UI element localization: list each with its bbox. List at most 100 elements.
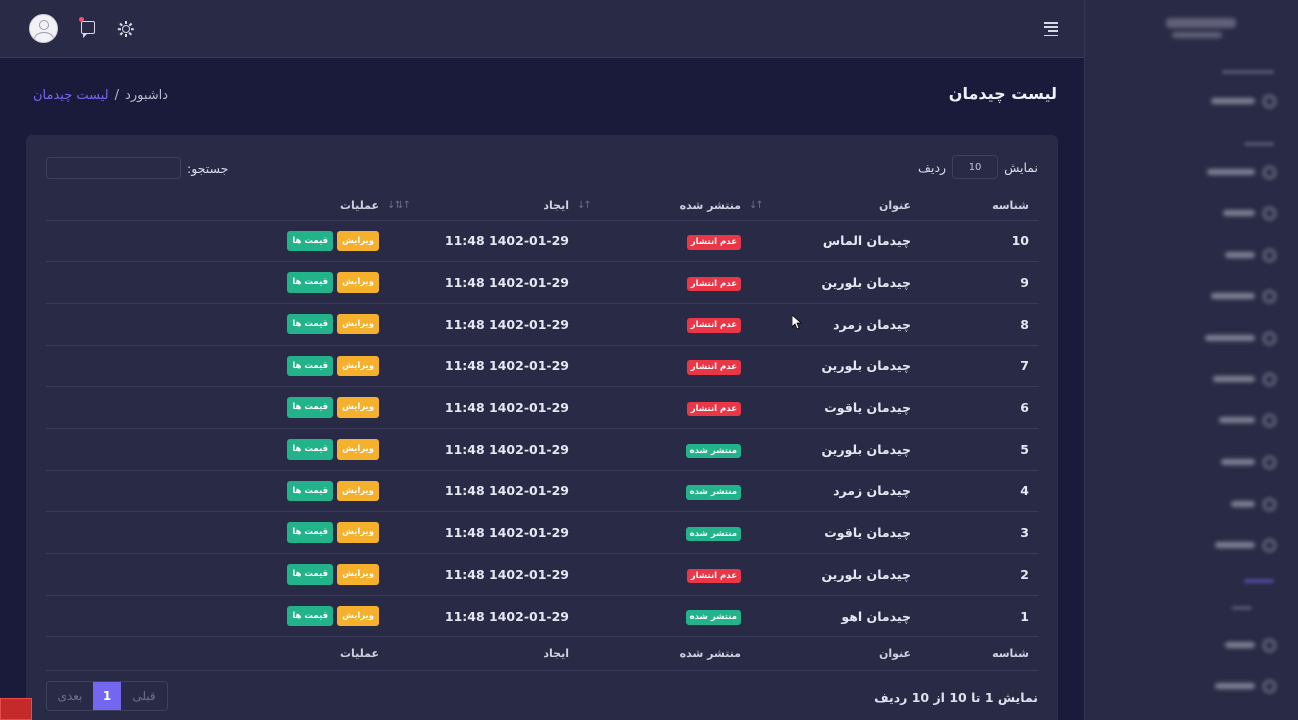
sidebar-item[interactable]: [1211, 93, 1276, 109]
prices-button[interactable]: قیمت ها: [287, 397, 334, 418]
cell-title: چیدمان بلورین: [741, 553, 911, 596]
sidebar-subitem[interactable]: [1232, 606, 1252, 610]
menu-icon: [1263, 455, 1276, 469]
edit-button[interactable]: ویرایش: [337, 397, 379, 418]
sidebar-subitem-active[interactable]: [1244, 579, 1274, 583]
edit-button[interactable]: ویرایش: [337, 230, 379, 252]
prices-button[interactable]: قیمت ها: [287, 564, 334, 585]
cell-title: چیدمان بلورین: [741, 428, 911, 471]
menu-icon: [1263, 206, 1276, 220]
menu-icon: [1263, 638, 1276, 652]
table-row: 2 چیدمان بلورین عدم انتشار 1402-01-29 11…: [46, 553, 1039, 596]
breadcrumb-current: لیست چیدمان: [33, 88, 109, 103]
cell-published: منتشر شده: [569, 428, 741, 471]
status-badge: منتشر شده: [685, 485, 741, 500]
sidebar-item[interactable]: [1213, 371, 1276, 387]
sidebar-item[interactable]: [1221, 454, 1276, 470]
cell-id: 2: [911, 553, 1039, 596]
prices-button[interactable]: قیمت ها: [287, 439, 334, 460]
prices-button[interactable]: قیمت ها: [287, 230, 334, 252]
sidebar-section-heading: [1222, 70, 1274, 74]
cell-created: 1402-01-29 11:48: [379, 386, 569, 429]
edit-button[interactable]: ویرایش: [337, 313, 379, 335]
pagination-prev[interactable]: قبلی: [132, 689, 156, 703]
column-header-created[interactable]: ایجاد ↑↓: [379, 192, 569, 221]
edit-button[interactable]: ویرایش: [337, 522, 379, 543]
sort-icon: ↑↓: [387, 200, 402, 211]
prices-button[interactable]: قیمت ها: [287, 272, 334, 293]
cell-published: عدم انتشار: [569, 303, 741, 346]
footer-header-created: ایجاد: [379, 636, 569, 672]
prices-button[interactable]: قیمت ها: [287, 522, 334, 543]
cell-actions: ویرایشقیمت ها: [46, 595, 379, 638]
menu-icon: [1263, 331, 1276, 345]
sidebar-item[interactable]: [1211, 288, 1276, 304]
status-badge: منتشر شده: [685, 526, 741, 542]
table-row: 5 چیدمان بلورین منتشر شده 1402-01-29 11:…: [46, 428, 1039, 471]
status-badge: عدم انتشار: [686, 235, 741, 250]
hamburger-menu-icon[interactable]: [1044, 22, 1058, 37]
pagination-next[interactable]: بعدی: [57, 689, 83, 703]
search-input[interactable]: [46, 157, 181, 179]
edit-button[interactable]: ویرایش: [337, 605, 379, 627]
edit-button[interactable]: ویرایش: [337, 272, 379, 293]
cell-published: عدم انتشار: [569, 345, 741, 388]
cell-published: منتشر شده: [569, 595, 741, 638]
sort-icon: ↑↓: [396, 200, 411, 211]
status-badge: عدم انتشار: [686, 401, 741, 417]
pagination-page-1[interactable]: 1: [93, 682, 121, 710]
cell-created: 1402-01-29 11:48: [379, 553, 569, 596]
column-header-published[interactable]: منتشر شده ↑↓: [569, 192, 741, 221]
cell-actions: ویرایشقیمت ها: [46, 261, 379, 304]
sort-icon: ↑↓: [749, 200, 764, 211]
home-icon: [1263, 94, 1276, 108]
cell-created: 1402-01-29 11:48: [379, 511, 569, 554]
column-header-actions[interactable]: عملیات ↑↓: [46, 192, 411, 221]
cell-id: 5: [911, 428, 1039, 471]
column-header-title[interactable]: عنوان ↑↓: [741, 192, 911, 221]
sidebar-item[interactable]: [1231, 496, 1276, 512]
menu-icon: [1263, 679, 1276, 693]
page-length-select[interactable]: 10: [952, 155, 999, 179]
cell-actions: ویرایشقیمت ها: [46, 553, 379, 596]
sidebar-item[interactable]: [1207, 164, 1276, 180]
cell-created: 1402-01-29 11:48: [379, 345, 569, 388]
status-badge: عدم انتشار: [686, 568, 741, 584]
edit-button[interactable]: ویرایش: [337, 355, 379, 377]
user-avatar-icon[interactable]: [29, 14, 58, 43]
top-header: [0, 0, 1084, 58]
brand-logo: [1152, 12, 1236, 44]
table-info: نمایش 1 تا 10 از 10 ردیف: [874, 690, 1038, 705]
edit-button[interactable]: ویرایش: [337, 564, 379, 585]
sidebar-item[interactable]: [1225, 247, 1276, 263]
sidebar-item[interactable]: [1215, 537, 1276, 553]
breadcrumb-home-link[interactable]: داشبورد: [125, 88, 169, 103]
prices-button[interactable]: قیمت ها: [287, 313, 334, 335]
prices-button[interactable]: قیمت ها: [287, 355, 334, 377]
status-badge: منتشر شده: [685, 443, 741, 459]
sidebar-item[interactable]: [1215, 678, 1276, 694]
cell-actions: ویرایشقیمت ها: [46, 386, 379, 429]
sun-icon[interactable]: [117, 21, 134, 37]
sidebar-item[interactable]: [1205, 330, 1276, 346]
cell-title: چیدمان الماس: [741, 220, 911, 263]
edit-button[interactable]: ویرایش: [337, 439, 379, 460]
chat-icon[interactable]: [81, 21, 95, 38]
app-corner-logo[interactable]: [0, 698, 32, 720]
status-badge: عدم انتشار: [686, 360, 741, 375]
column-header-id[interactable]: شناسه: [911, 192, 1039, 221]
cell-id: 4: [911, 470, 1039, 513]
cell-title: چیدمان بلورین: [741, 261, 911, 304]
prices-button[interactable]: قیمت ها: [287, 605, 334, 627]
rows-label: ردیف: [918, 159, 947, 175]
cell-title: چیدمان زمرد: [741, 303, 911, 346]
cell-title: چیدمان زمرد: [741, 470, 911, 513]
search-control: جستجو:: [46, 157, 228, 179]
sidebar-item[interactable]: [1219, 412, 1276, 428]
sidebar-item[interactable]: [1225, 637, 1276, 653]
cell-published: منتشر شده: [569, 470, 741, 513]
cell-created: 1402-01-29 11:48: [379, 220, 569, 263]
prices-button[interactable]: قیمت ها: [287, 480, 334, 502]
edit-button[interactable]: ویرایش: [337, 480, 379, 502]
sidebar-item[interactable]: [1223, 205, 1276, 221]
